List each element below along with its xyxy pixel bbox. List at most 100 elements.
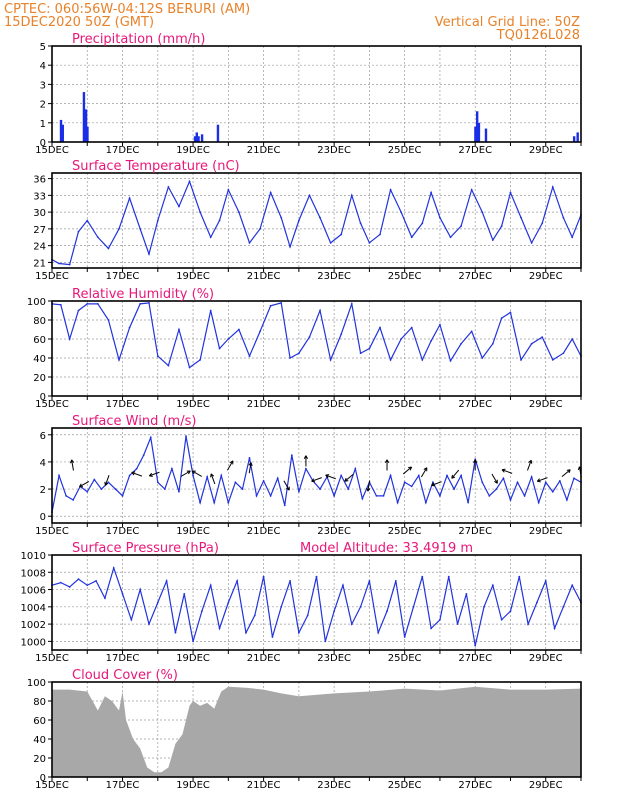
panel-title: Surface Pressure (hPa) — [72, 541, 219, 556]
data-point — [562, 216, 565, 219]
data-point — [118, 359, 120, 361]
data-point — [276, 477, 279, 480]
data-point — [306, 614, 309, 617]
y-tick-label: 27 — [33, 225, 46, 236]
data-point — [368, 580, 371, 582]
wind-arrow — [431, 481, 442, 487]
data-point — [460, 342, 462, 345]
data-point — [238, 328, 240, 331]
data-point — [551, 359, 554, 361]
x-tick-label: 25DEC — [388, 653, 422, 664]
data-point — [248, 355, 251, 357]
data-point — [520, 216, 522, 219]
x-tick-label: 25DEC — [388, 399, 422, 410]
x-tick-label: 23DEC — [317, 145, 351, 156]
data-point — [536, 601, 538, 604]
x-tick-label: 15DEC — [35, 780, 69, 791]
data-point — [491, 342, 494, 345]
y-tick-label: 1000 — [21, 637, 46, 648]
data-point — [530, 342, 533, 345]
x-tick-label: 15DEC — [35, 526, 69, 537]
wind-arrow — [210, 473, 216, 485]
wind-arrow — [527, 459, 533, 471]
y-tick-label: 100 — [27, 678, 46, 689]
data-point — [359, 352, 362, 355]
data-point — [329, 359, 332, 361]
data-point — [350, 302, 353, 305]
data-point — [453, 488, 455, 490]
data-point — [167, 364, 170, 367]
wind-arrow — [131, 471, 143, 477]
data-point — [319, 309, 321, 312]
wind-arrow — [473, 459, 478, 471]
wind-arrow — [283, 480, 290, 491]
data-point — [324, 640, 327, 643]
data-point — [112, 567, 115, 569]
x-tick-label: 15DEC — [35, 399, 69, 410]
data-point — [86, 490, 89, 493]
data-point — [465, 592, 468, 595]
data-point — [541, 336, 544, 338]
data-point — [218, 219, 221, 222]
data-point — [544, 580, 547, 582]
x-tick-label: 19DEC — [176, 145, 210, 156]
panel-frame — [51, 681, 582, 778]
data-point — [248, 456, 251, 459]
data-point — [449, 359, 452, 362]
header-model: TQ0126L028 — [496, 28, 580, 43]
data-point — [410, 485, 413, 488]
precip-bar — [484, 128, 488, 142]
data-point — [530, 241, 533, 244]
data-point — [483, 605, 485, 608]
data-point — [571, 236, 574, 239]
data-point — [481, 481, 484, 484]
y-tick-label: 24 — [33, 242, 46, 253]
data-point — [227, 338, 230, 340]
precip-bar — [61, 124, 64, 142]
wind-arrow — [420, 467, 428, 478]
data-point — [470, 330, 473, 333]
data-point — [421, 222, 424, 225]
data-point — [500, 225, 503, 227]
data-point — [562, 352, 565, 355]
precip-bar — [195, 132, 198, 142]
x-tick-label: 27DEC — [458, 145, 492, 156]
x-tick-label: 17DEC — [106, 780, 140, 791]
data-point — [178, 205, 180, 208]
data-point — [167, 186, 170, 188]
panel-1: 21 24 27 30 33 36 15DEC 17DEC 19DEC 21DEC 23DEC 25D… — [33, 159, 582, 282]
data-point — [174, 631, 177, 634]
data-point — [333, 610, 336, 613]
data-point — [403, 481, 406, 484]
x-tick-label: 19DEC — [176, 526, 210, 537]
data-point — [509, 311, 512, 314]
x-tick-label: 21DEC — [247, 780, 281, 791]
wind-arrow — [366, 480, 371, 492]
data-point — [481, 357, 484, 359]
precip-bar — [216, 124, 220, 142]
data-point — [553, 627, 556, 630]
panel-frame — [51, 554, 582, 651]
wind-arrow — [191, 470, 202, 477]
data-point — [439, 216, 441, 219]
x-tick-label: 29DEC — [529, 653, 563, 664]
x-tick-label: 19DEC — [176, 399, 210, 410]
x-tick-label: 23DEC — [317, 399, 351, 410]
data-point — [527, 623, 529, 625]
data-point — [449, 236, 452, 239]
x-tick-label: 21DEC — [247, 526, 281, 537]
data-point — [389, 188, 392, 191]
data-point — [188, 180, 191, 183]
precip-bar — [474, 126, 477, 142]
data-point — [481, 211, 484, 214]
data-point — [523, 494, 526, 497]
data-point — [199, 211, 202, 214]
panel-4: 1000 1002 1004 1006 1008 1010 15DEC 17DEC 19DEC 2… — [21, 541, 582, 664]
panel-frame — [51, 427, 582, 524]
data-point — [206, 475, 209, 478]
data-point — [412, 605, 415, 608]
data-point — [289, 357, 291, 359]
data-point — [107, 319, 110, 321]
x-tick-label: 29DEC — [529, 271, 563, 282]
x-tick-label: 23DEC — [317, 780, 351, 791]
